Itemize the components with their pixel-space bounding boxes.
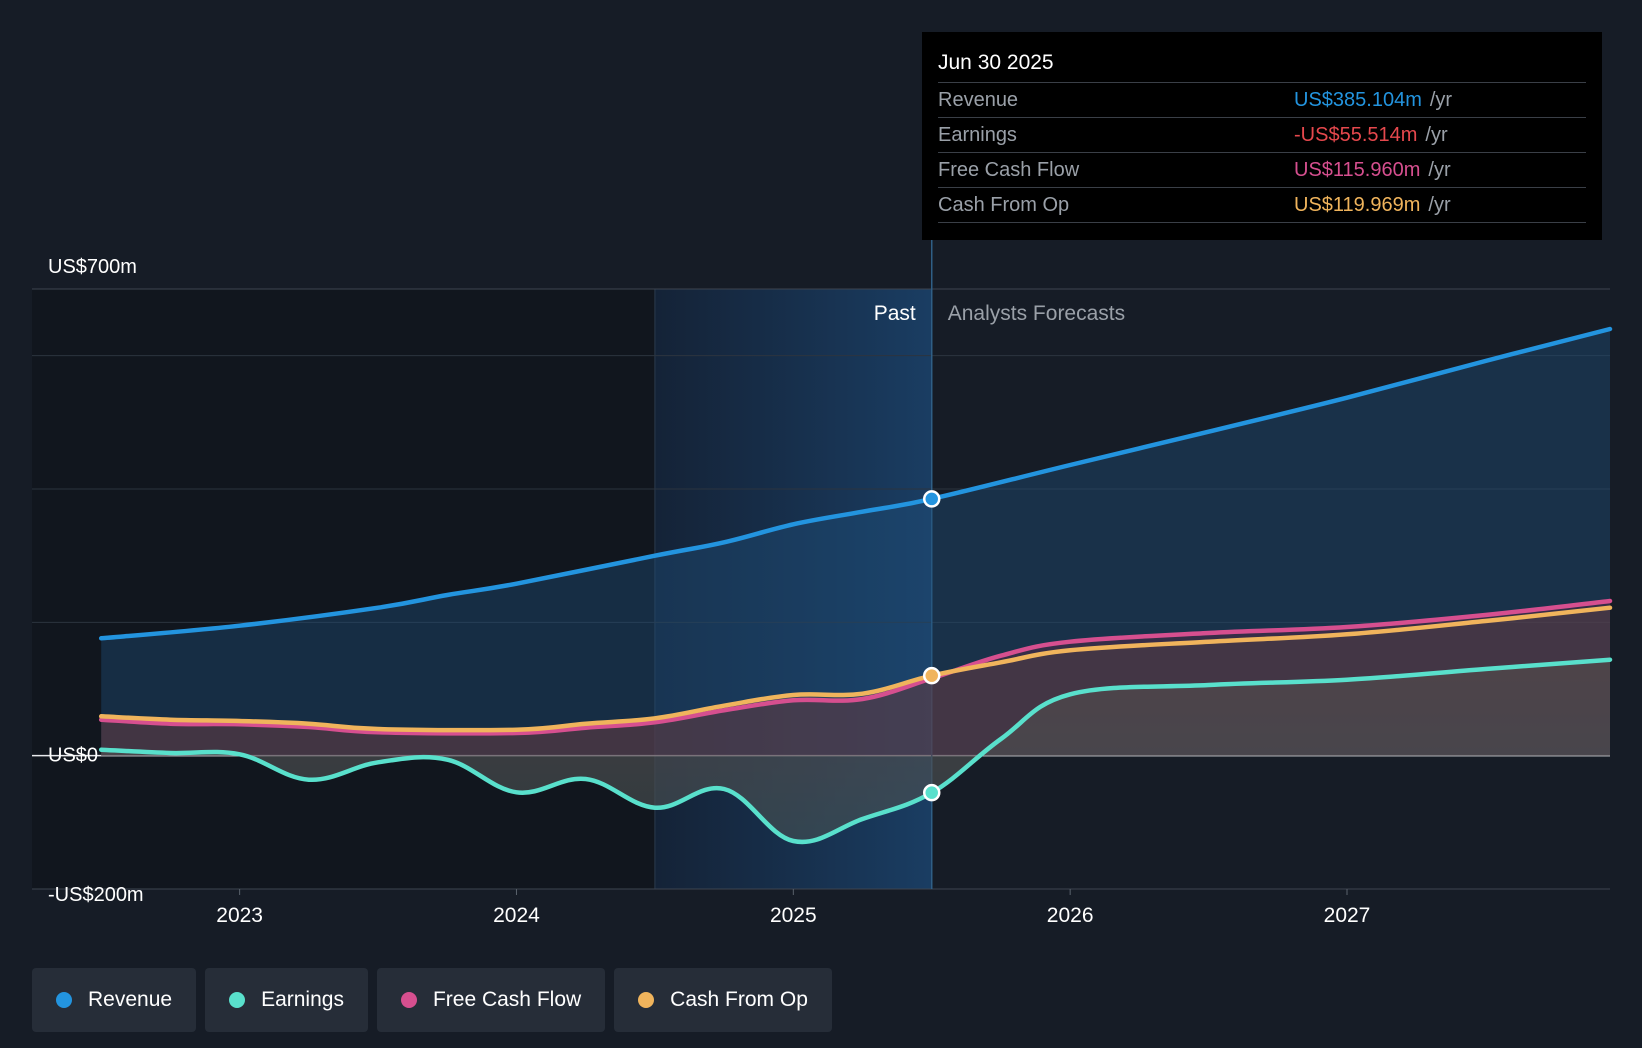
- legend: Revenue Earnings Free Cash Flow Cash Fro…: [32, 968, 832, 1032]
- tooltip-row-earnings: Earnings -US$55.514m /yr: [938, 118, 1586, 153]
- forecast-label: Analysts Forecasts: [948, 302, 1125, 325]
- y-tick-label: -US$200m: [48, 884, 144, 906]
- revenue-dot-icon: [56, 992, 72, 1008]
- cash-from-op-marker: [922, 666, 941, 685]
- tooltip-value: US$115.960m: [1294, 159, 1421, 181]
- legend-item-revenue[interactable]: Revenue: [32, 968, 197, 1032]
- revenue-marker: [922, 490, 941, 508]
- tooltip-label: Cash From Op: [938, 194, 1070, 216]
- past-background: [32, 289, 655, 889]
- tooltip-row-free-cash-flow: Free Cash Flow US$115.960m /yr: [938, 153, 1586, 188]
- past-label: Past: [874, 302, 916, 325]
- x-tick-label: 2023: [216, 904, 263, 927]
- tooltip: Jun 30 2025 Revenue US$385.104m /yr Earn…: [922, 32, 1602, 240]
- tooltip-value: US$119.969m: [1294, 194, 1421, 216]
- tooltip-value: -US$55.514m: [1294, 124, 1418, 146]
- tooltip-unit: /yr: [1429, 89, 1453, 111]
- x-tick-label: 2026: [1047, 904, 1094, 927]
- cash-from-op-line: [98, 605, 1613, 733]
- tooltip-row-revenue: Revenue US$385.104m /yr: [938, 83, 1586, 118]
- free-cash-flow-line: [98, 598, 1613, 736]
- cash-from-op-dot-icon: [638, 992, 655, 1008]
- tooltip-row-cash-from-op: Cash From Op US$119.969m /yr: [938, 188, 1586, 223]
- free-cash-flow-dot-icon: [400, 992, 417, 1008]
- revenue-line: [98, 326, 1613, 641]
- tooltip-unit: /yr: [1428, 159, 1451, 181]
- earnings-area: [101, 659, 1611, 842]
- earnings-marker: [922, 783, 941, 802]
- legend-label: Cash From Op: [670, 988, 808, 1011]
- earnings-line: [98, 657, 1613, 845]
- legend-item-cash-from-op[interactable]: Cash From Op: [614, 968, 832, 1032]
- earnings-dot-icon: [229, 992, 246, 1008]
- tooltip-label: Free Cash Flow: [938, 159, 1080, 181]
- y-tick-label: US$0: [48, 745, 98, 767]
- tooltip-label: Revenue: [938, 89, 1019, 111]
- tooltip-date: Jun 30 2025: [938, 48, 1586, 83]
- x-tick-label: 2025: [770, 904, 817, 927]
- x-tick-label: 2024: [493, 904, 540, 927]
- legend-item-earnings[interactable]: Earnings: [205, 968, 368, 1032]
- tooltip-unit: /yr: [1428, 194, 1451, 216]
- legend-label: Revenue: [88, 988, 173, 1011]
- y-tick-label: US$700m: [48, 256, 137, 278]
- tooltip-label: Earnings: [938, 124, 1017, 146]
- revenue-area: [101, 329, 1611, 756]
- tooltip-unit: /yr: [1425, 124, 1448, 146]
- legend-label: Free Cash Flow: [432, 988, 582, 1011]
- x-tick-label: 2027: [1324, 904, 1371, 927]
- legend-item-free-cash-flow[interactable]: Free Cash Flow: [376, 968, 606, 1032]
- tooltip-value: US$385.104m: [1294, 89, 1422, 111]
- legend-label: Earnings: [261, 988, 344, 1011]
